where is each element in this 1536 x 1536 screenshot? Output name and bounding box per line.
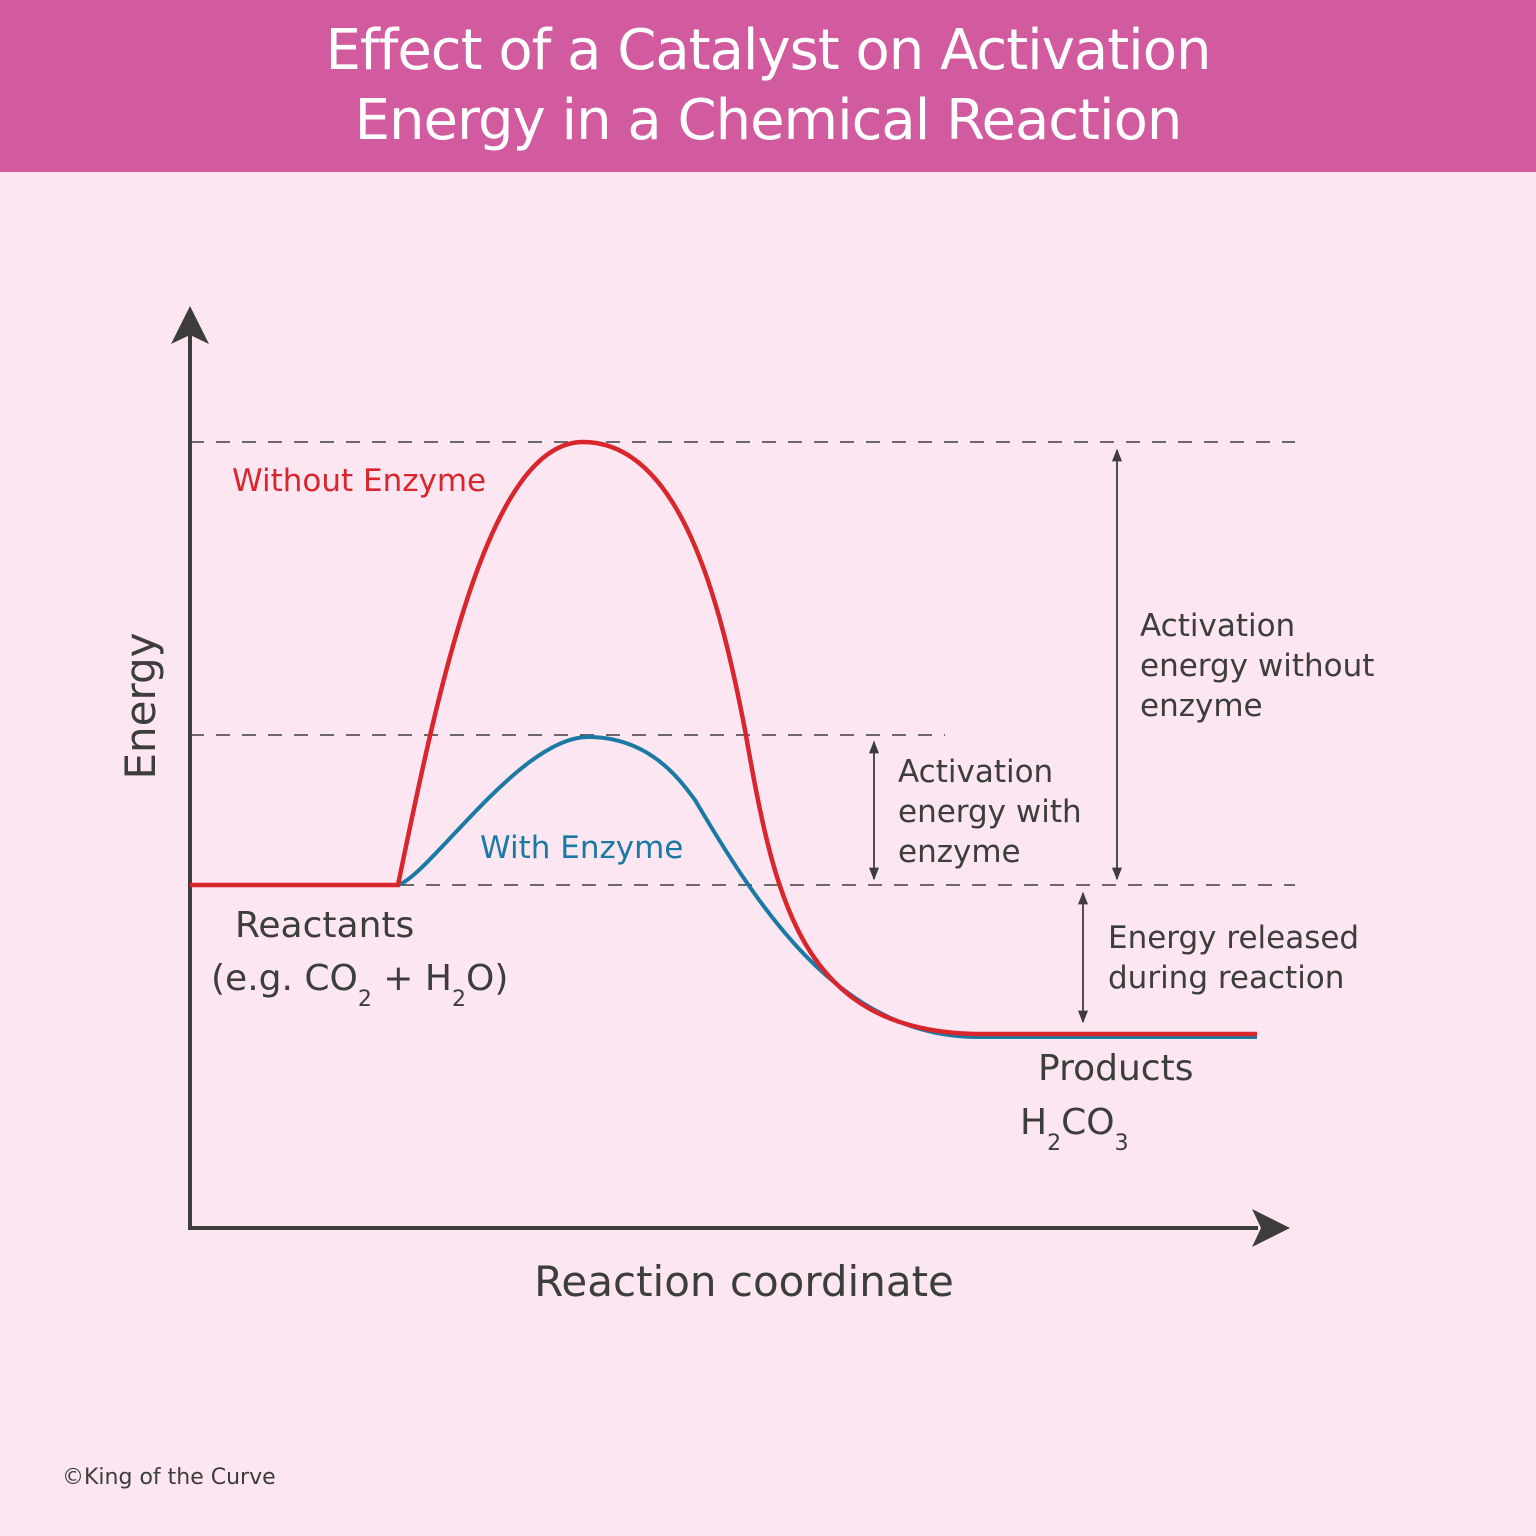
activation-without-line-3: enzyme xyxy=(1140,688,1263,724)
energy-released-annotation: Energy released during reaction xyxy=(1108,920,1369,996)
products-h: H xyxy=(1020,1102,1047,1143)
reactants-mid: + H xyxy=(372,958,452,999)
curve-without-enzyme xyxy=(190,439,1257,1037)
title-line-1: Effect of a Catalyst on Activation xyxy=(325,18,1212,83)
activation-without-line-1: Activation xyxy=(1140,608,1295,644)
activation-with-line-3: enzyme xyxy=(898,834,1021,870)
reactants-formula: (e.g. CO2 + H2O) xyxy=(211,958,508,1012)
reactants-prefix: (e.g. CO xyxy=(211,958,358,999)
reference-lines xyxy=(190,441,1295,886)
energy-released-line-1: Energy released xyxy=(1108,920,1359,956)
products-sub-1: 2 xyxy=(1047,1131,1061,1156)
y-axis-label: Energy xyxy=(116,632,165,779)
page-title: Effect of a Catalyst on Activation Energ… xyxy=(325,16,1212,156)
reactants-sub-1: 2 xyxy=(358,987,372,1012)
reactants-suffix: O) xyxy=(466,958,508,999)
activation-with-line-1: Activation xyxy=(898,754,1053,790)
reactants-label: Reactants xyxy=(235,905,414,946)
x-axis-arrowhead xyxy=(1252,1209,1290,1247)
without-enzyme-label: Without Enzyme xyxy=(232,463,486,499)
products-co: CO xyxy=(1061,1102,1114,1143)
title-banner: Effect of a Catalyst on Activation Energ… xyxy=(0,0,1536,172)
energy-released-line-2: during reaction xyxy=(1108,960,1344,996)
with-enzyme-label: With Enzyme xyxy=(480,830,683,866)
activation-with-line-2: energy with xyxy=(898,794,1082,830)
axes xyxy=(171,306,1290,1247)
copyright-notice: ©King of the Curve xyxy=(62,1465,276,1490)
title-line-2: Energy in a Chemical Reaction xyxy=(354,88,1183,153)
y-axis-arrowhead xyxy=(171,306,209,344)
activation-without-annotation: Activation energy without enzyme xyxy=(1140,608,1384,724)
activation-with-annotation: Activation energy with enzyme xyxy=(898,754,1092,870)
activation-without-line-2: energy without xyxy=(1140,648,1374,684)
x-axis-label: Reaction coordinate xyxy=(534,1257,954,1306)
products-label: Products xyxy=(1038,1048,1193,1089)
products-sub-2: 3 xyxy=(1115,1131,1129,1156)
measurement-arrows xyxy=(868,448,1123,1024)
reactants-sub-2: 2 xyxy=(452,987,466,1012)
products-formula: H2CO3 xyxy=(1020,1102,1129,1156)
